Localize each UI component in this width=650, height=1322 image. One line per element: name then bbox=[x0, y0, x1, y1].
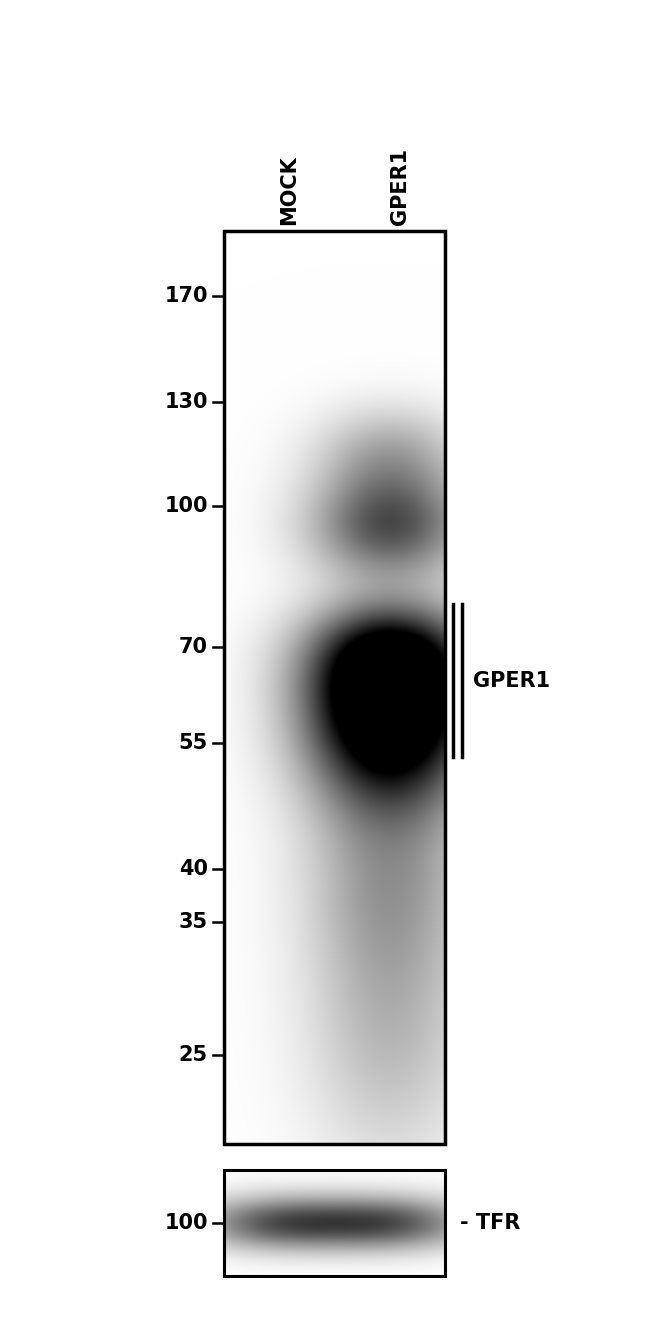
Text: 100: 100 bbox=[164, 1212, 208, 1233]
Text: 70: 70 bbox=[179, 637, 208, 657]
Bar bbox=[224, 1170, 445, 1276]
Text: 130: 130 bbox=[164, 393, 208, 412]
Text: - TFR: - TFR bbox=[460, 1212, 520, 1233]
Bar bbox=[224, 231, 445, 1144]
Text: 170: 170 bbox=[164, 286, 208, 305]
Text: MOCK: MOCK bbox=[280, 155, 300, 225]
Text: 25: 25 bbox=[179, 1046, 208, 1066]
Text: GPER1: GPER1 bbox=[390, 148, 410, 225]
Text: 55: 55 bbox=[179, 732, 208, 752]
Text: GPER1: GPER1 bbox=[473, 670, 550, 691]
Text: 35: 35 bbox=[179, 912, 208, 932]
Text: 100: 100 bbox=[164, 496, 208, 516]
Text: 40: 40 bbox=[179, 859, 208, 879]
